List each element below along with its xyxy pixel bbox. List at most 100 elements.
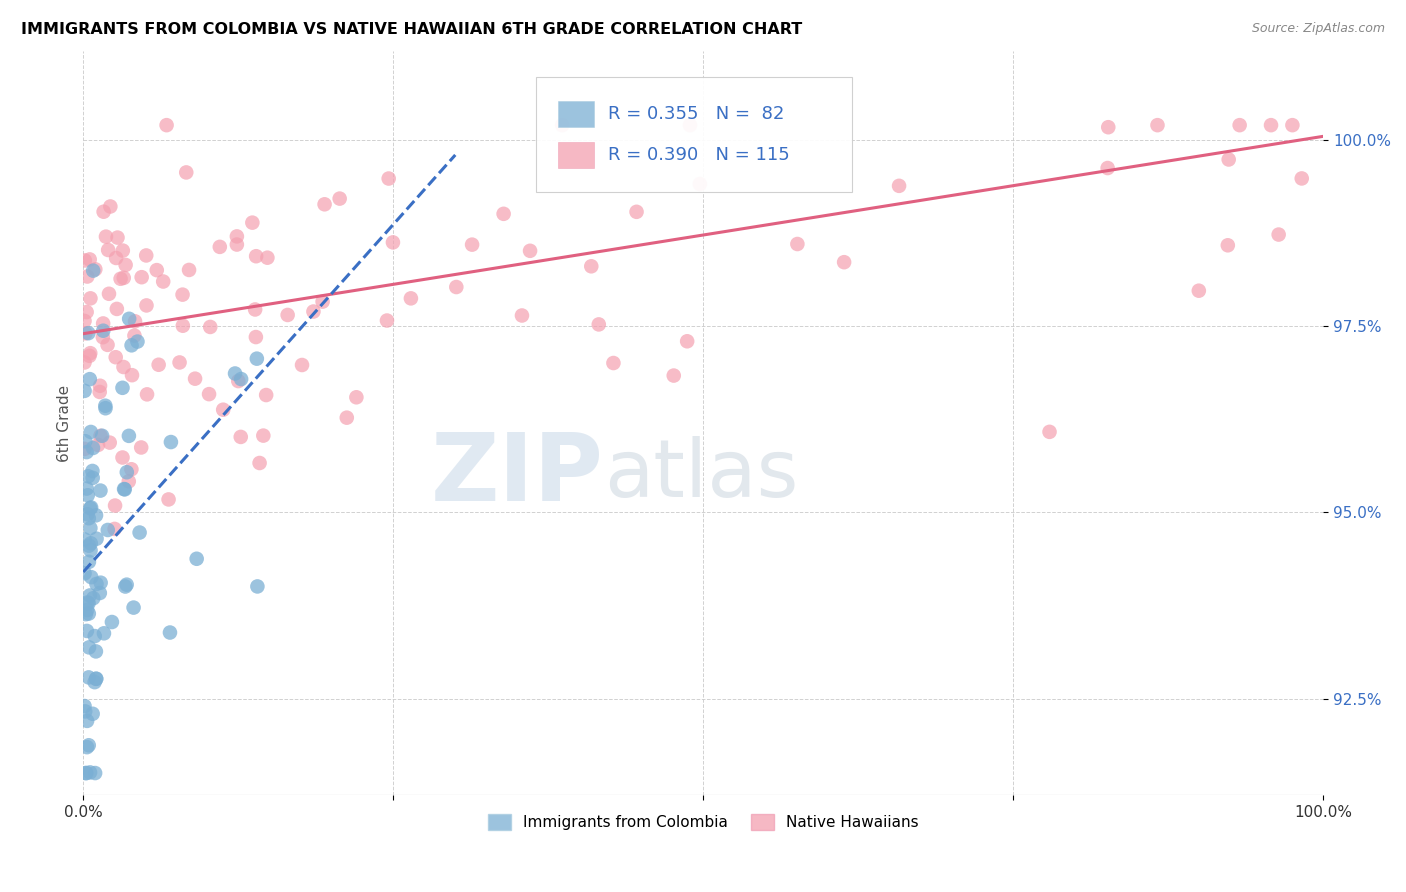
Point: [172, 287, 194, 301]
Point: [786, 237, 808, 252]
Point: [79, 349, 101, 363]
Point: [679, 118, 702, 132]
Point: [79, 372, 101, 386]
Point: [105, 301, 128, 316]
Point: [77, 539, 100, 553]
Point: [75, 705, 97, 719]
Point: [152, 275, 174, 289]
Point: [75, 607, 97, 622]
Point: [73, 384, 96, 398]
Point: [77, 607, 100, 621]
Point: [245, 330, 267, 344]
Point: [84, 644, 107, 658]
Point: [79, 543, 101, 558]
Point: [80, 536, 103, 550]
Point: [76, 740, 98, 755]
Point: [111, 381, 134, 395]
Point: [329, 192, 352, 206]
Point: [1146, 118, 1168, 132]
Point: [90, 575, 112, 590]
Point: [377, 171, 399, 186]
Point: [588, 318, 610, 332]
Point: [145, 263, 167, 277]
Point: [84, 766, 107, 780]
Point: [84, 262, 107, 277]
Legend: Immigrants from Colombia, Native Hawaiians: Immigrants from Colombia, Native Hawaiia…: [482, 808, 925, 836]
Point: [229, 430, 252, 444]
Point: [82, 263, 104, 277]
Point: [89, 384, 111, 399]
Point: [75, 434, 97, 449]
Point: [256, 251, 278, 265]
Point: [98, 435, 121, 450]
Point: [172, 318, 194, 333]
Point: [77, 511, 100, 525]
Point: [83, 629, 105, 643]
Point: [208, 240, 231, 254]
Point: [626, 204, 648, 219]
Point: [155, 118, 177, 132]
Point: [114, 580, 136, 594]
Point: [77, 640, 100, 655]
Point: [246, 579, 269, 593]
Point: [118, 429, 141, 443]
Point: [124, 328, 146, 343]
Point: [79, 501, 101, 516]
Point: [225, 237, 247, 252]
Point: [246, 351, 269, 366]
Point: [77, 738, 100, 752]
Point: [91, 428, 114, 442]
Point: [77, 555, 100, 569]
Point: [245, 249, 267, 263]
Point: [76, 595, 98, 609]
Point: [76, 305, 98, 319]
Point: [160, 435, 183, 450]
Point: [169, 355, 191, 369]
Point: [77, 469, 100, 483]
Point: [115, 577, 138, 591]
Point: [887, 178, 910, 193]
Point: [212, 402, 235, 417]
Point: [114, 483, 136, 497]
Point: [344, 390, 367, 404]
Point: [79, 291, 101, 305]
Point: [91, 317, 114, 331]
Point: [112, 359, 135, 374]
Point: [832, 255, 855, 269]
Point: [120, 462, 142, 476]
Point: [129, 441, 152, 455]
Point: [73, 314, 96, 328]
Point: [1291, 171, 1313, 186]
Point: [249, 456, 271, 470]
Point: [115, 465, 138, 479]
Point: [86, 532, 108, 546]
Point: [243, 302, 266, 317]
Point: [302, 304, 325, 318]
Point: [84, 508, 107, 523]
Point: [186, 551, 208, 566]
Point: [118, 475, 141, 489]
FancyBboxPatch shape: [536, 77, 852, 192]
Point: [91, 330, 114, 344]
Point: [76, 445, 98, 459]
Point: [79, 589, 101, 603]
Point: [224, 367, 246, 381]
Point: [89, 586, 111, 600]
Point: [131, 270, 153, 285]
Point: [94, 399, 117, 413]
Point: [73, 566, 96, 581]
Point: [80, 425, 103, 439]
Point: [159, 625, 181, 640]
Point: [96, 338, 118, 352]
FancyBboxPatch shape: [558, 143, 595, 168]
Point: [519, 244, 541, 258]
Point: [73, 699, 96, 714]
Text: R = 0.390   N = 115: R = 0.390 N = 115: [607, 146, 790, 164]
Point: [122, 600, 145, 615]
Point: [114, 258, 136, 272]
Point: [127, 334, 149, 349]
Point: [83, 675, 105, 690]
Point: [136, 387, 159, 401]
Point: [80, 570, 103, 584]
Point: [252, 428, 274, 442]
